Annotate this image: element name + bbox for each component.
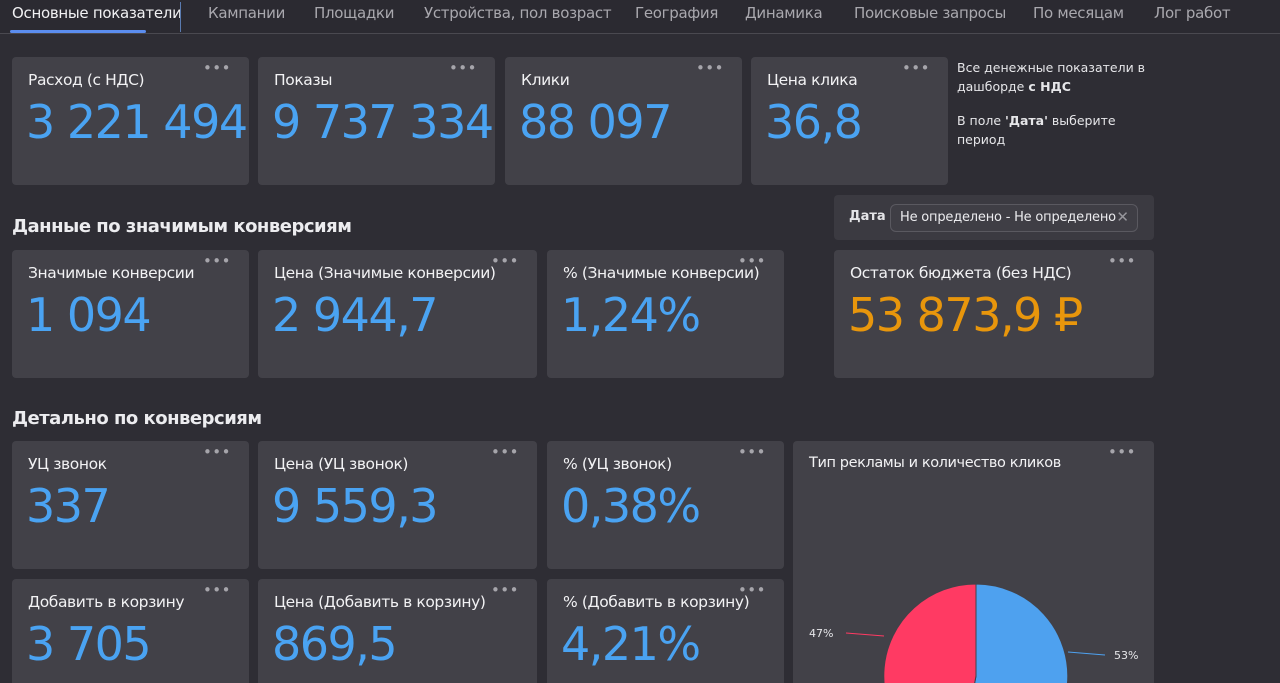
chart-card-ad-type-clicks: Тип рекламы и количество кликов ••• 47% …	[793, 441, 1154, 683]
metric-value: 0,38%	[561, 479, 701, 533]
more-options-icon[interactable]: •••	[737, 443, 766, 461]
metric-card-call: УЦ звонок 337 •••	[12, 441, 249, 569]
metric-title: Цена (Добавить в корзину)	[274, 593, 486, 611]
metric-value: 36,8	[765, 95, 863, 149]
metric-value: 337	[26, 479, 111, 533]
more-options-icon[interactable]: •••	[490, 252, 519, 270]
metric-title: % (Добавить в корзину)	[563, 593, 750, 611]
metric-card-significant-conversions: Значимые конверсии 1 094 •••	[12, 250, 249, 378]
more-options-icon[interactable]: •••	[490, 581, 519, 599]
tab-dynamics[interactable]: Динамика	[745, 4, 823, 22]
label-leader-line	[845, 632, 885, 637]
metric-title: Значимые конверсии	[28, 264, 195, 282]
more-options-icon[interactable]: •••	[901, 59, 930, 77]
metric-value: 1 094	[26, 288, 152, 342]
more-options-icon[interactable]: •••	[202, 252, 231, 270]
metric-title: УЦ звонок	[28, 455, 107, 473]
metric-card-add-to-cart-percent: % (Добавить в корзину) 4,21% •••	[547, 579, 784, 683]
chart-title: Тип рекламы и количество кликов	[809, 455, 1061, 471]
more-options-icon[interactable]: •••	[202, 581, 231, 599]
metric-value: 869,5	[272, 617, 398, 671]
pie-slice-53[interactable]	[959, 583, 1069, 683]
metric-card-significant-percent: % (Значимые конверсии) 1,24% •••	[547, 250, 784, 378]
tab-by-month[interactable]: По месяцам	[1033, 4, 1124, 22]
pie-label-47: 47%	[809, 627, 834, 640]
tab-campaigns[interactable]: Кампании	[208, 4, 286, 22]
tab-search-queries[interactable]: Поисковые запросы	[854, 4, 1007, 22]
metric-value: 9 737 334	[272, 95, 494, 149]
metric-card-clicks: Клики 88 097 •••	[505, 57, 742, 185]
clear-icon[interactable]: ✕	[1116, 208, 1129, 226]
metric-title: Цена (Значимые конверсии)	[274, 264, 496, 282]
date-filter-input[interactable]: Не определено - Не определено ✕	[890, 204, 1138, 232]
metric-title: Остаток бюджета (без НДС)	[850, 264, 1072, 282]
more-options-icon[interactable]: •••	[1107, 252, 1136, 270]
metric-card-add-to-cart: Добавить в корзину 3 705 •••	[12, 579, 249, 683]
more-options-icon[interactable]: •••	[695, 59, 724, 77]
metric-title: Клики	[521, 71, 570, 89]
metric-value: 3 221 494	[26, 95, 248, 149]
metric-title: Добавить в корзину	[28, 593, 185, 611]
date-filter-value: Не определено - Не определено	[900, 210, 1116, 225]
info-vat-note: Все денежные показатели в дашборде с НДС	[957, 60, 1146, 94]
metric-title: Цена (УЦ звонок)	[274, 455, 409, 473]
metric-value: 88 097	[519, 95, 672, 149]
metric-value: 4,21%	[561, 617, 701, 671]
pie-chart: 47% 53%	[793, 441, 1154, 683]
metric-card-budget-remaining: Остаток бюджета (без НДС) 53 873,9 ₽ •••	[834, 250, 1154, 378]
more-options-icon[interactable]: •••	[490, 443, 519, 461]
section-title-detailed: Детально по конверсиям	[12, 408, 262, 429]
metric-value: 1,24%	[561, 288, 701, 342]
date-filter-label: Дата	[849, 209, 886, 224]
pie-label-53: 53%	[1114, 649, 1139, 662]
metric-value: 3 705	[26, 617, 152, 671]
more-options-icon[interactable]: •••	[737, 252, 766, 270]
tab-geography[interactable]: География	[635, 4, 719, 22]
metric-card-add-to-cart-price: Цена (Добавить в корзину) 869,5 •••	[258, 579, 537, 683]
more-options-icon[interactable]: •••	[202, 59, 231, 77]
metric-value: 9 559,3	[272, 479, 439, 533]
more-options-icon[interactable]: •••	[1107, 443, 1136, 461]
tab-devices-gender-age[interactable]: Устройства, пол возраст	[424, 4, 612, 22]
tab-work-log[interactable]: Лог работ	[1154, 4, 1231, 22]
tab-main-metrics[interactable]: Основные показатели	[12, 4, 182, 22]
info-date-note: В поле 'Дата' выберите период	[957, 113, 1116, 147]
metric-title: % (УЦ звонок)	[563, 455, 672, 473]
section-title-significant: Данные по значимым конверсиям	[12, 216, 352, 237]
metric-title: % (Значимые конверсии)	[563, 264, 760, 282]
pie-chart-svg	[845, 583, 1106, 683]
tab-placements[interactable]: Площадки	[314, 4, 395, 22]
more-options-icon[interactable]: •••	[737, 581, 766, 599]
metric-value: 2 944,7	[272, 288, 439, 342]
active-tab-indicator	[10, 30, 146, 33]
metric-title: Показы	[274, 71, 333, 89]
tab-bar: Основные показатели Кампании Площадки Ус…	[0, 0, 1280, 34]
more-options-icon[interactable]: •••	[202, 443, 231, 461]
date-filter: Дата Не определено - Не определено ✕	[834, 195, 1154, 240]
more-options-icon[interactable]: •••	[448, 59, 477, 77]
metric-card-call-percent: % (УЦ звонок) 0,38% •••	[547, 441, 784, 569]
metric-card-significant-price: Цена (Значимые конверсии) 2 944,7 •••	[258, 250, 537, 378]
metric-card-call-price: Цена (УЦ звонок) 9 559,3 •••	[258, 441, 537, 569]
metric-card-cpc: Цена клика 36,8 •••	[751, 57, 948, 185]
metric-card-spend: Расход (с НДС) 3 221 494 •••	[12, 57, 249, 185]
metric-card-impressions: Показы 9 737 334 •••	[258, 57, 495, 185]
metric-title: Цена клика	[767, 71, 858, 89]
label-leader-line	[1067, 651, 1106, 656]
metric-title: Расход (с НДС)	[28, 71, 145, 89]
tab-divider	[180, 2, 181, 32]
pie-slice-47[interactable]	[883, 583, 977, 683]
metric-value: 53 873,9 ₽	[848, 288, 1083, 342]
info-note: Все денежные показатели в дашборде с НДС…	[957, 58, 1152, 164]
